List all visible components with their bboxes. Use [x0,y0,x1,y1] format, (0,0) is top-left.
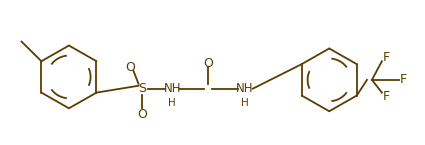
Text: NH: NH [164,82,181,95]
Text: O: O [203,57,213,70]
Text: F: F [382,90,389,103]
Text: S: S [139,82,147,95]
Text: O: O [126,61,136,74]
Text: F: F [400,73,407,86]
Text: F: F [382,51,389,64]
Text: H: H [168,98,176,108]
Text: O: O [138,108,147,121]
Text: H: H [241,98,249,108]
Text: NH: NH [236,82,254,95]
